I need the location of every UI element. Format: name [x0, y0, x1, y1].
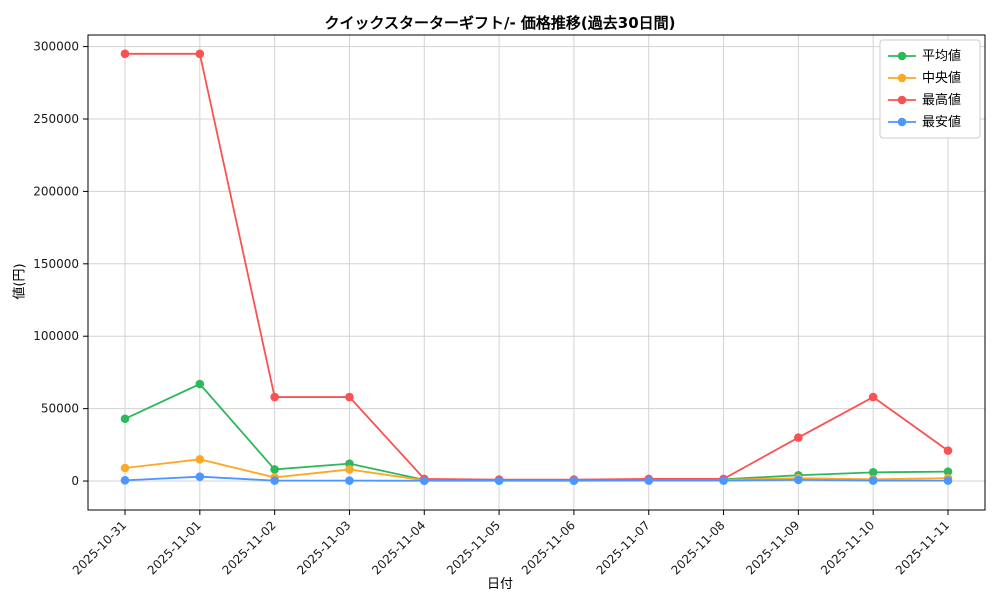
series-marker-mean [943, 467, 953, 476]
series-marker-median [345, 465, 354, 474]
series-marker-mean [120, 414, 130, 424]
series-marker-min [345, 476, 354, 485]
series-marker-min [569, 476, 579, 486]
legend-label-max: 最高値 [922, 92, 961, 108]
y-axis-label: 値(円) [12, 263, 28, 300]
x-tick-label: 2025-10-31 [70, 518, 129, 577]
x-tick-label: 2025-11-01 [145, 518, 204, 577]
y-tick-label: 100000 [33, 329, 79, 343]
legend-marker-median [897, 73, 907, 83]
y-tick-label: 300000 [33, 40, 79, 54]
legend-box [879, 39, 981, 139]
series-marker-mean [270, 465, 279, 474]
legend-marker-min [897, 117, 907, 127]
series-marker-min [419, 476, 429, 486]
legend-label-median: 中央値 [922, 70, 961, 86]
y-tick-label: 250000 [33, 112, 79, 126]
series-marker-min [719, 476, 728, 485]
series-marker-max [794, 433, 803, 442]
x-tick-label: 2025-11-09 [743, 518, 802, 577]
series-marker-min [943, 476, 953, 485]
plot-border [87, 34, 986, 511]
series-marker-mean [195, 379, 205, 389]
series-marker-max [120, 49, 130, 59]
series-line-median [124, 458, 949, 482]
legend-label-mean: 平均値 [922, 48, 961, 64]
y-tick-label: 150000 [33, 257, 79, 271]
x-axis-label: 日付 [486, 577, 513, 592]
series-marker-min [494, 476, 504, 486]
series-marker-min [120, 476, 130, 485]
x-tick-label: 2025-11-08 [668, 518, 727, 577]
x-tick-label: 2025-11-10 [818, 518, 877, 577]
series-marker-min [868, 476, 878, 485]
series-marker-max [345, 392, 354, 402]
series-marker-median [195, 455, 205, 464]
series-marker-max [195, 49, 205, 59]
series-marker-min [794, 475, 803, 485]
series-marker-max [868, 392, 878, 402]
series-marker-max [943, 446, 953, 455]
series-line-max [125, 52, 949, 481]
series-line-min [124, 475, 948, 482]
legend-marker-max [897, 95, 907, 105]
series-marker-min [195, 472, 205, 481]
series-line-mean [124, 382, 949, 481]
series-marker-min [644, 476, 654, 485]
series-marker-min [270, 476, 279, 485]
x-tick-label: 2025-11-06 [519, 518, 578, 577]
x-tick-label: 2025-11-03 [294, 518, 353, 577]
x-tick-label: 2025-11-04 [369, 518, 428, 577]
y-tick-label: 50000 [41, 402, 79, 416]
y-tick-label: 200000 [33, 184, 79, 198]
series-marker-mean [868, 468, 878, 477]
x-tick-label: 2025-11-02 [220, 518, 279, 577]
x-tick-label: 2025-11-07 [594, 518, 653, 577]
series-marker-median [120, 463, 130, 473]
legend-label-min: 最安値 [922, 114, 961, 130]
series-marker-max [270, 392, 279, 402]
x-tick-label: 2025-11-11 [893, 518, 952, 577]
x-tick-label: 2025-11-05 [444, 518, 503, 577]
legend-marker-mean [897, 51, 907, 61]
y-tick-label: 0 [71, 474, 79, 488]
chart-title: クイックスターターギフト/- 価格推移(過去30日間) [324, 14, 676, 32]
